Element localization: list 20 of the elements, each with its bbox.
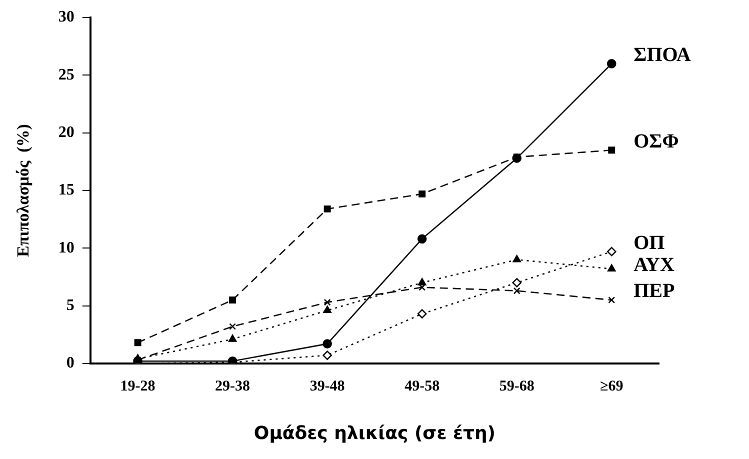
series-label: ΠΕΡ xyxy=(634,280,675,302)
y-tick-label: 30 xyxy=(58,8,74,26)
y-tick-label: 20 xyxy=(58,124,74,142)
x-tick-label: 49-58 xyxy=(404,378,440,394)
y-tick-label: 15 xyxy=(58,182,74,199)
series-label: ΟΠ xyxy=(634,232,666,254)
x-tick-label: 39-48 xyxy=(310,378,345,394)
x-tick-label: 29-38 xyxy=(215,378,250,394)
x-tick-label: 19-28 xyxy=(120,378,156,394)
series-label: ΟΣΦ xyxy=(634,130,679,152)
series-label: ΣΠΟΑ xyxy=(634,44,692,66)
y-tick-label: 25 xyxy=(58,66,74,84)
y-tick-label: 0 xyxy=(66,354,74,372)
y-axis-title: Επιπολασμός (%) xyxy=(14,124,33,257)
x-axis-title: Ομάδες ηλικίας (σε έτη) xyxy=(254,422,496,444)
y-tick-label: 5 xyxy=(66,296,74,314)
x-tick-label: ≥69 xyxy=(600,378,624,394)
x-tick-label: 59-68 xyxy=(499,378,534,394)
series-label: ΑΥΧ xyxy=(634,254,675,276)
y-tick-label: 10 xyxy=(58,239,74,256)
